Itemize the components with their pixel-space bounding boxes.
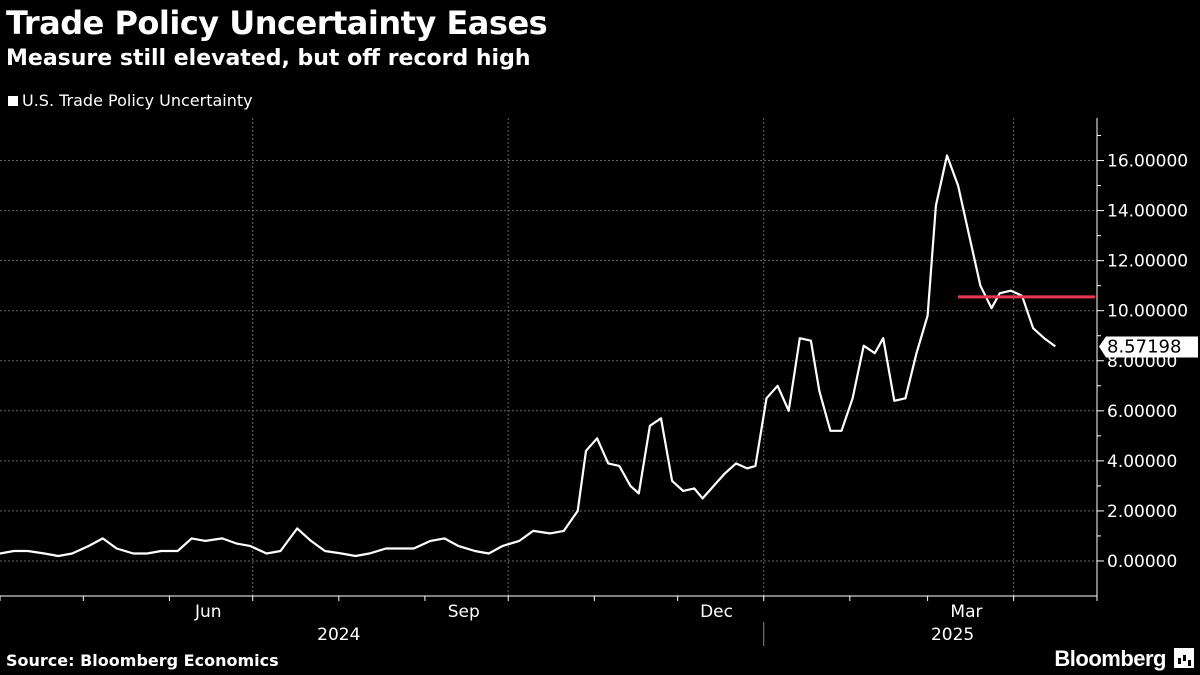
series-line: [0, 154, 1056, 558]
x-month-label: Dec: [700, 602, 733, 622]
bloomberg-logo-icon: [1174, 648, 1194, 668]
y-tick-label: 6.00000: [1107, 402, 1177, 422]
legend: U.S. Trade Policy Uncertainty: [8, 91, 253, 110]
x-month-label: Sep: [448, 602, 480, 622]
source-note: Source: Bloomberg Economics: [6, 651, 279, 670]
last-value-callout: [1099, 336, 1198, 358]
chart-subtitle: Measure still elevated, but off record h…: [6, 46, 531, 71]
x-month-label: Jun: [194, 602, 222, 622]
x-year-label: 2025: [931, 625, 974, 645]
y-tick-label: 0.00000: [1107, 552, 1177, 572]
legend-swatch: [8, 95, 18, 106]
x-year-label: 2024: [317, 625, 360, 645]
y-tick-label: 4.00000: [1107, 452, 1177, 472]
x-month-label: Mar: [950, 602, 982, 622]
y-tick-label: 2.00000: [1107, 502, 1177, 522]
legend-label: U.S. Trade Policy Uncertainty: [22, 91, 253, 110]
last-value-label: 8.57198: [1107, 336, 1181, 357]
y-tick-label: 12.00000: [1107, 252, 1188, 272]
y-tick-label: 10.00000: [1107, 302, 1188, 322]
bloomberg-logo: Bloomberg: [1054, 646, 1166, 671]
y-tick-label: 16.00000: [1107, 152, 1188, 172]
chart-title: Trade Policy Uncertainty Eases: [6, 4, 548, 42]
y-tick-label: 14.00000: [1107, 202, 1188, 222]
